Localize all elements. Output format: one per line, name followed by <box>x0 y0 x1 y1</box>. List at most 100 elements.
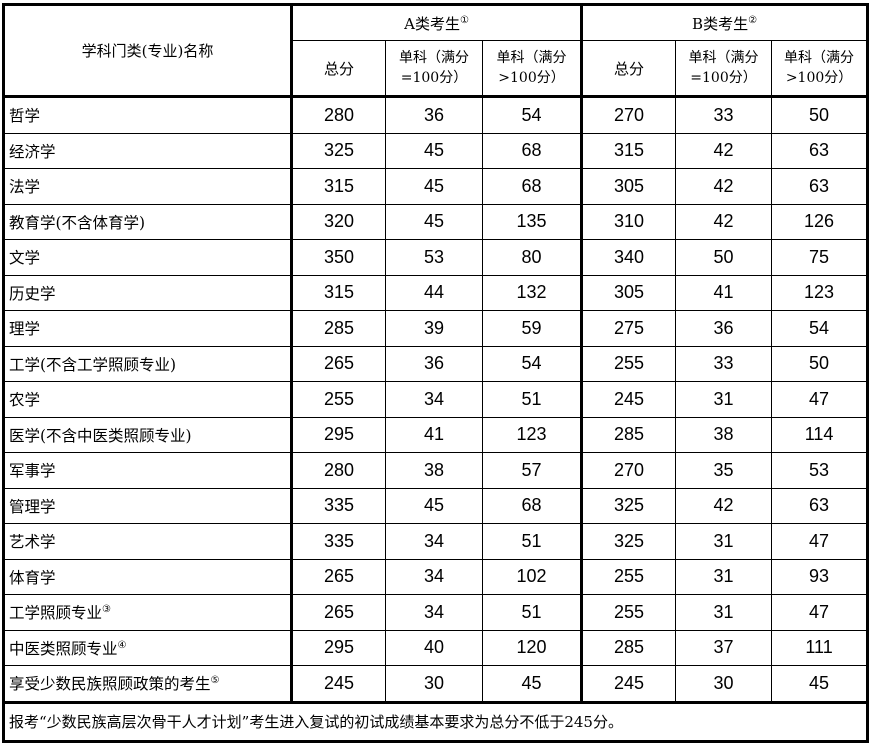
b-single-gt100-cell: 45 <box>771 665 869 703</box>
a-total-cell: 350 <box>290 239 386 276</box>
a-single-gt100-cell: 54 <box>481 96 583 134</box>
b-single-gt100-cell: 50 <box>771 96 869 134</box>
b-single-gt100-cell: 63 <box>771 168 869 205</box>
subject-name: 艺术学 <box>3 523 292 560</box>
b-total-cell: 285 <box>580 416 677 453</box>
b-single-100-cell: 42 <box>675 168 773 205</box>
a-total-cell: 265 <box>290 345 386 382</box>
b-single-100-cell: 50 <box>675 239 773 276</box>
subject-name: 中医类照顾专业④ <box>3 629 292 666</box>
a-single-gt100-cell: 51 <box>481 594 583 631</box>
b-single-100-cell: 37 <box>675 629 773 666</box>
table-row: 文学 350 53 80 340 50 75 <box>3 239 869 276</box>
b-total-cell: 275 <box>580 310 677 347</box>
a-total-cell: 295 <box>290 416 386 453</box>
subject-name: 体育学 <box>3 558 292 595</box>
subject-name: 享受少数民族照顾政策的考生⑤ <box>3 665 292 703</box>
b-total-cell: 340 <box>580 239 677 276</box>
table-row: 经济学 325 45 68 315 42 63 <box>3 132 869 169</box>
a-single-gt100-cell: 51 <box>481 523 583 560</box>
a-single-gt100-cell: 68 <box>481 168 583 205</box>
a-single-gt100-cell: 54 <box>481 345 583 382</box>
subject-name: 历史学 <box>3 274 292 311</box>
b-single-gt100-header: 单科（满分 >100分） <box>771 40 869 98</box>
b-single-100-cell: 33 <box>675 345 773 382</box>
b-single-100-cell: 36 <box>675 310 773 347</box>
b-total-cell: 255 <box>580 594 677 631</box>
table-row: 医学(不含中医类照顾专业) 295 41 123 285 38 114 <box>3 416 869 453</box>
a-single-100-header: 单科（满分 =100分） <box>385 40 483 98</box>
subject-name: 医学(不含中医类照顾专业) <box>3 416 292 453</box>
table-row: 教育学(不含体育学) 320 45 135 310 42 126 <box>3 203 869 240</box>
a-single-gt100-cell: 80 <box>481 239 583 276</box>
a-single-100-cell: 34 <box>385 381 483 418</box>
a-total-cell: 335 <box>290 523 386 560</box>
a-single-gt100-cell: 135 <box>481 203 583 240</box>
b-single-gt100-cell: 114 <box>771 416 869 453</box>
b-total-cell: 325 <box>580 523 677 560</box>
table-row: 法学 315 45 68 305 42 63 <box>3 168 869 205</box>
b-total-cell: 305 <box>580 274 677 311</box>
b-single-100-cell: 31 <box>675 381 773 418</box>
a-single-gt100-cell: 68 <box>481 132 583 169</box>
table-row: 体育学 265 34 102 255 31 93 <box>3 558 869 595</box>
b-total-cell: 325 <box>580 487 677 524</box>
a-total-cell: 315 <box>290 274 386 311</box>
subject-name: 管理学 <box>3 487 292 524</box>
b-single-100-cell: 41 <box>675 274 773 311</box>
subject-name: 经济学 <box>3 132 292 169</box>
a-single-100-cell: 30 <box>385 665 483 703</box>
b-single-gt100-cell: 63 <box>771 487 869 524</box>
table-row: 农学 255 34 51 245 31 47 <box>3 381 869 418</box>
b-single-gt100-cell: 50 <box>771 345 869 382</box>
b-single-100-cell: 42 <box>675 203 773 240</box>
subject-name: 军事学 <box>3 452 292 489</box>
b-single-gt100-cell: 47 <box>771 381 869 418</box>
a-total-cell: 335 <box>290 487 386 524</box>
a-single-gt100-cell: 123 <box>481 416 583 453</box>
b-total-cell: 310 <box>580 203 677 240</box>
subject-name: 哲学 <box>3 96 292 134</box>
subject-name: 工学照顾专业③ <box>3 594 292 631</box>
subject-name: 理学 <box>3 310 292 347</box>
a-single-gt100-cell: 68 <box>481 487 583 524</box>
a-single-gt100-cell: 57 <box>481 452 583 489</box>
a-total-cell: 265 <box>290 558 386 595</box>
a-total-cell: 315 <box>290 168 386 205</box>
b-total-cell: 305 <box>580 168 677 205</box>
b-single-100-cell: 31 <box>675 594 773 631</box>
b-single-100-cell: 31 <box>675 558 773 595</box>
table-row: 军事学 280 38 57 270 35 53 <box>3 452 869 489</box>
a-total-cell: 320 <box>290 203 386 240</box>
b-single-100-cell: 42 <box>675 487 773 524</box>
a-total-cell: 285 <box>290 310 386 347</box>
a-total-cell: 245 <box>290 665 386 703</box>
table-row: 哲学 280 36 54 270 33 50 <box>3 96 869 134</box>
a-single-100-cell: 53 <box>385 239 483 276</box>
score-table: 学科门类(专业)名称 A类考生① B类考生② 总分 单科（满分 =100分） 单科… <box>2 3 869 743</box>
a-single-100-cell: 45 <box>385 168 483 205</box>
a-single-100-cell: 34 <box>385 558 483 595</box>
b-total-cell: 245 <box>580 665 677 703</box>
b-single-100-cell: 30 <box>675 665 773 703</box>
subject-name: 农学 <box>3 381 292 418</box>
a-single-100-cell: 39 <box>385 310 483 347</box>
a-single-gt100-cell: 45 <box>481 665 583 703</box>
b-total-header: 总分 <box>580 40 677 98</box>
a-single-100-cell: 40 <box>385 629 483 666</box>
a-single-gt100-header: 单科（满分 >100分） <box>481 40 583 98</box>
a-total-cell: 280 <box>290 96 386 134</box>
b-single-gt100-cell: 63 <box>771 132 869 169</box>
a-single-100-cell: 36 <box>385 345 483 382</box>
subject-name: 教育学(不含体育学) <box>3 203 292 240</box>
a-single-100-cell: 38 <box>385 452 483 489</box>
b-single-gt100-cell: 93 <box>771 558 869 595</box>
table-row: 管理学 335 45 68 325 42 63 <box>3 487 869 524</box>
b-single-100-cell: 33 <box>675 96 773 134</box>
footer-note: 报考“少数民族高层次骨干人才计划”考生进入复试的初试成绩基本要求为总分不低于24… <box>2 700 869 742</box>
b-single-100-header: 单科（满分 =100分） <box>675 40 773 98</box>
a-single-100-cell: 45 <box>385 132 483 169</box>
b-total-cell: 285 <box>580 629 677 666</box>
b-single-gt100-cell: 111 <box>771 629 869 666</box>
table-row: 历史学 315 44 132 305 41 123 <box>3 274 869 311</box>
